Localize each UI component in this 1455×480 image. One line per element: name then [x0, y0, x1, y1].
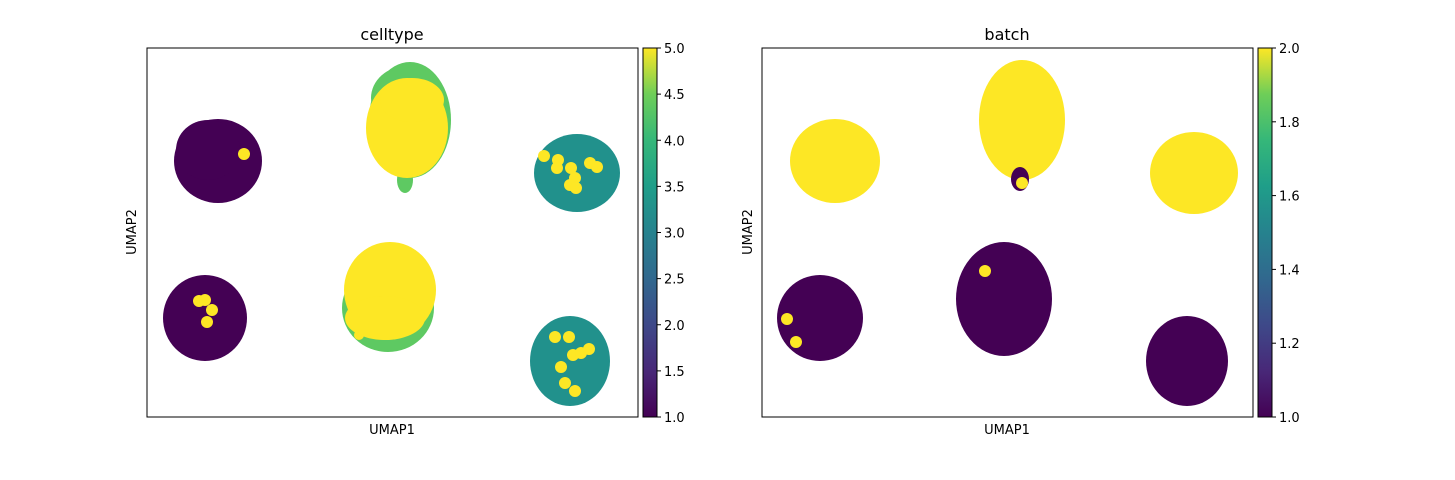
plot-area: [777, 60, 1238, 406]
chart-title: batch: [984, 25, 1029, 44]
cluster-top-center: [979, 60, 1065, 191]
colorbar-tick-label: 1.2: [1279, 337, 1300, 352]
plot-frame: [146, 47, 639, 418]
colorbar: 1.0 1.2 1.4 1.6 1.8 2.0: [1257, 42, 1300, 426]
plot-area: [163, 62, 620, 406]
chart-title: celltype: [360, 25, 423, 44]
cluster-bottom-center: [956, 242, 1052, 356]
y-axis-label: UMAP2: [741, 209, 756, 255]
colorbar-tick-label: 3.0: [664, 227, 685, 242]
colorbar-tick-label: 1.0: [664, 411, 685, 426]
x-axis-label: UMAP1: [984, 423, 1030, 438]
colorbar-tick-label: 3.5: [664, 180, 685, 195]
colorbar-tick-label: 4.5: [664, 88, 685, 103]
cluster-top-left: [174, 119, 262, 203]
colorbar-gradient: [1257, 47, 1273, 418]
celltype-panel: celltype: [125, 25, 685, 438]
colorbar-tick-label: 5.0: [664, 42, 685, 57]
colorbar-tick-label: 2.5: [664, 273, 685, 288]
colorbar-tick-label: 2.0: [1279, 42, 1300, 57]
colorbar-tick-label: 2.0: [664, 319, 685, 334]
cluster-bottom-left: [777, 275, 863, 361]
batch-panel: batch: [741, 25, 1300, 438]
colorbar-ticks: 1.0 1.5 2.0 2.5 3.0 3.5 4.0 4.5 5.0: [657, 42, 685, 426]
colorbar-tick-label: 4.0: [664, 134, 685, 149]
cluster-top-left: [790, 119, 880, 203]
colorbar-gradient: [642, 47, 658, 418]
colorbar-ticks: 1.0 1.2 1.4 1.6 1.8 2.0: [1272, 42, 1300, 426]
colorbar-tick-label: 1.6: [1279, 190, 1300, 205]
y-axis-label: UMAP2: [125, 209, 140, 255]
colorbar-tick-label: 1.5: [664, 365, 685, 380]
plot-frame: [761, 47, 1254, 418]
colorbar-tick-label: 1.4: [1279, 263, 1300, 278]
colorbar: 1.0 1.5 2.0 2.5 3.0 3.5 4.0 4.5 5.0: [642, 42, 685, 426]
cluster-bottom-center: [342, 242, 436, 352]
colorbar-tick-label: 1.0: [1279, 411, 1300, 426]
cluster-top-right: [1150, 132, 1238, 214]
overlay-points: [193, 148, 603, 397]
x-axis-label: UMAP1: [369, 423, 415, 438]
cluster-top-center: [366, 62, 451, 193]
cluster-bottom-right: [1146, 316, 1228, 406]
colorbar-tick-label: 1.8: [1279, 116, 1300, 131]
